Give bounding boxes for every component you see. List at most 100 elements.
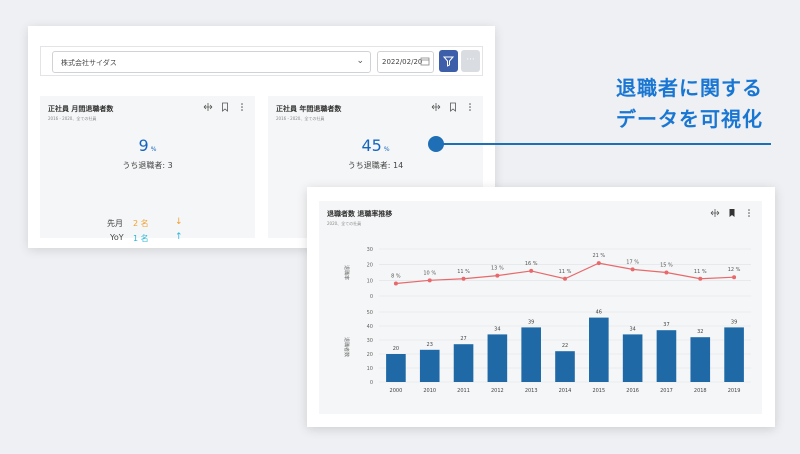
x-tick-label: 2019 bbox=[728, 388, 741, 394]
rate-point bbox=[698, 276, 703, 281]
retirees-bar bbox=[521, 327, 541, 382]
bar-data-label: 34 bbox=[629, 326, 635, 332]
calendar-icon bbox=[420, 57, 430, 66]
retirees-bar bbox=[386, 354, 406, 382]
retirees-bar bbox=[622, 334, 643, 382]
x-tick-label: 2000 bbox=[390, 388, 403, 394]
bar-ytick-label: 20 bbox=[367, 352, 373, 358]
yoy-value: 1 名 bbox=[133, 234, 149, 243]
retirees-bar bbox=[724, 327, 744, 382]
retirees-bar bbox=[555, 351, 575, 382]
chart-title: 退職者数 退職率推移 bbox=[327, 210, 393, 218]
rate-data-label: 21 % bbox=[592, 253, 605, 259]
card-tools bbox=[203, 102, 247, 112]
bar-ytick-label: 0 bbox=[370, 380, 373, 386]
headline: 退職者に関する データを可視化 bbox=[616, 73, 763, 135]
bookmark-icon[interactable] bbox=[448, 102, 458, 112]
chevron-down-icon: ⌄ bbox=[356, 56, 364, 66]
down-arrow-icon: ↓ bbox=[175, 217, 183, 227]
expand-icon[interactable] bbox=[710, 208, 720, 218]
x-tick-label: 2016 bbox=[626, 388, 639, 394]
rate-data-label: 13 % bbox=[491, 266, 504, 272]
line-ytick-label: 10 bbox=[367, 278, 373, 284]
retirees-bar bbox=[656, 330, 677, 382]
kebab-menu-icon[interactable] bbox=[744, 208, 754, 218]
monthly-rate-unit: % bbox=[150, 146, 157, 153]
retirees-bar bbox=[690, 337, 711, 382]
headline-line1: 退職者に関する bbox=[616, 76, 763, 100]
chart-tools bbox=[710, 208, 754, 218]
card-title: 正社員 月間退職者数 bbox=[48, 105, 114, 113]
bar-ytick-label: 40 bbox=[367, 324, 373, 330]
bar-data-label: 37 bbox=[663, 322, 669, 328]
card-subtitle: 2016 - 2020、全ての社員 bbox=[276, 116, 325, 121]
bar-data-label: 20 bbox=[393, 346, 399, 352]
filter-bar: 株式会社サイダス ⌄ 2022/02/20 ··· bbox=[40, 46, 483, 76]
rate-data-label: 12 % bbox=[728, 267, 741, 273]
expand-icon[interactable] bbox=[203, 102, 213, 112]
card-title: 正社員 年間退職者数 bbox=[276, 105, 342, 113]
retirees-bar bbox=[419, 349, 440, 382]
rate-point bbox=[529, 268, 534, 273]
prev-month-value: 2 名 bbox=[133, 219, 149, 228]
bar-data-label: 23 bbox=[427, 342, 433, 348]
rate-data-label: 17 % bbox=[626, 259, 639, 265]
dashboard-panel: 株式会社サイダス ⌄ 2022/02/20 ··· 正社員 月間退職者数 201… bbox=[28, 26, 495, 248]
rate-point bbox=[495, 273, 500, 278]
company-select-value: 株式会社サイダス bbox=[61, 59, 117, 67]
x-tick-label: 2010 bbox=[423, 388, 436, 394]
retired-count: うち退職者: 3 bbox=[122, 161, 173, 170]
line-ylabel: 退職率 bbox=[343, 265, 350, 280]
rate-data-label: 10 % bbox=[423, 270, 436, 276]
more-button[interactable]: ··· bbox=[461, 50, 480, 72]
bar-data-label: 39 bbox=[528, 319, 534, 325]
annual-rate: 45% bbox=[268, 136, 483, 155]
filter-button[interactable] bbox=[439, 50, 458, 72]
rate-data-label: 11 % bbox=[457, 269, 470, 275]
card-subtitle: 2016 - 2020、全ての社員 bbox=[48, 116, 97, 121]
bar-ylabel: 退職者数 bbox=[343, 337, 350, 357]
kebab-menu-icon[interactable] bbox=[237, 102, 247, 112]
x-tick-label: 2012 bbox=[491, 388, 504, 394]
connector-dot bbox=[428, 136, 444, 152]
expand-icon[interactable] bbox=[431, 102, 441, 112]
rate-point bbox=[461, 276, 466, 281]
chart-panel: 30 20 10 0 退職率 8 % 10 % 11 % 13 % 16 % 11 % 21 % 17 … bbox=[307, 187, 775, 427]
rate-point bbox=[630, 267, 635, 272]
up-arrow-icon: ↑ bbox=[175, 232, 183, 242]
bar-data-label: 27 bbox=[460, 336, 466, 342]
line-ytick-label: 0 bbox=[370, 294, 373, 300]
rate-data-label: 15 % bbox=[660, 263, 673, 269]
bar-ytick-label: 50 bbox=[367, 310, 373, 316]
rate-point bbox=[393, 281, 398, 286]
chart-card: 30 20 10 0 退職率 8 % 10 % 11 % 13 % 16 % 11 % 21 % 17 … bbox=[319, 201, 762, 414]
retirees-bar bbox=[487, 334, 508, 382]
monthly-retirees-card: 正社員 月間退職者数 2016 - 2020、全ての社員 9% うち退職者: 3… bbox=[40, 96, 255, 243]
rate-data-label: 11 % bbox=[559, 269, 572, 275]
bookmark-icon[interactable] bbox=[727, 208, 737, 218]
x-tick-label: 2013 bbox=[525, 388, 538, 394]
card-tools bbox=[431, 102, 475, 112]
retirees-bar bbox=[589, 317, 609, 382]
bar-data-label: 34 bbox=[494, 326, 500, 332]
date-value: 2022/02/20 bbox=[382, 58, 423, 66]
prev-month-label: 先月 bbox=[107, 219, 123, 228]
retired-count: うち退職者: 14 bbox=[347, 161, 404, 170]
filter-icon bbox=[442, 56, 455, 67]
annual-rate-value: 45 bbox=[361, 136, 382, 155]
company-select[interactable]: 株式会社サイダス ⌄ bbox=[52, 51, 371, 73]
bar-data-label: 46 bbox=[596, 310, 602, 316]
rate-point bbox=[563, 276, 567, 281]
rate-point bbox=[596, 261, 601, 266]
date-input[interactable]: 2022/02/20 bbox=[377, 51, 434, 73]
kebab-menu-icon[interactable] bbox=[465, 102, 475, 112]
bar-data-label: 22 bbox=[562, 343, 568, 349]
rate-point bbox=[664, 270, 669, 275]
chart-subtitle: 2020、全ての社員 bbox=[327, 221, 362, 226]
x-tick-label: 2014 bbox=[559, 388, 572, 394]
monthly-rate: 9% bbox=[40, 136, 255, 155]
connector-line bbox=[436, 143, 771, 145]
bookmark-icon[interactable] bbox=[220, 102, 230, 112]
retirees-bar bbox=[453, 344, 474, 382]
